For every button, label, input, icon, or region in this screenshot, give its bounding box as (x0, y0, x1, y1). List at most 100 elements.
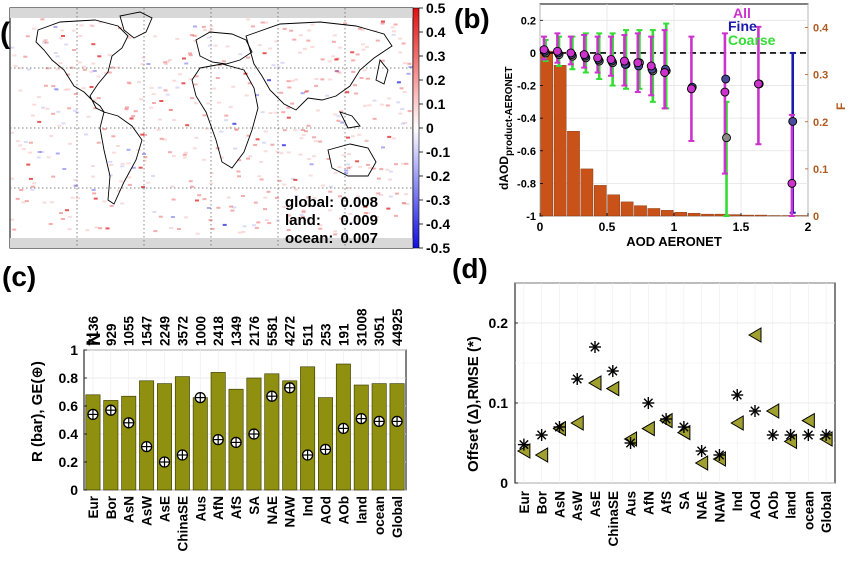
map-pixel (401, 42, 406, 45)
map-pixel (263, 130, 268, 133)
offset-marker (534, 447, 549, 463)
map-pixel (224, 114, 229, 117)
colorbar-tick-label: -0.5 (426, 240, 450, 256)
point-all (619, 56, 629, 66)
map-pixel (318, 224, 323, 227)
ge-marker (284, 382, 296, 394)
map-pixel (229, 205, 234, 208)
map-pixel (159, 100, 164, 102)
map-pixel (337, 166, 342, 169)
map-pixel (282, 183, 287, 186)
plot-d-frame (514, 282, 836, 484)
map-pixel (287, 214, 292, 217)
n-label: N (84, 332, 105, 346)
map-pixel (391, 30, 396, 33)
plot-c-categories: Eur Bor AsN AsW AsE ChinaSE Aus AfN AfS SA NAE NAW I… (86, 495, 405, 551)
map-pixel (175, 37, 180, 40)
map-pixel (202, 114, 207, 117)
polar-nodata-south (10, 238, 413, 248)
map-pixel (336, 119, 341, 122)
map-pixel (335, 70, 340, 73)
ylabel-c: R (bar), GE(⊕) (29, 361, 46, 462)
map-pixel (226, 196, 231, 199)
bar-r (264, 373, 280, 491)
map-pixel (112, 151, 116, 154)
map-pixel (139, 98, 144, 101)
category-label: AOb (766, 491, 781, 520)
point-all (753, 79, 763, 89)
map-pixel (376, 192, 381, 195)
map-pixel (79, 24, 84, 27)
colorbar-tick-label: 0.5 (426, 0, 446, 16)
map-pixel (365, 77, 370, 80)
map-pixel (334, 70, 339, 73)
map-pixel (30, 185, 35, 188)
map-pixel (30, 114, 35, 117)
map-pixel (354, 92, 359, 95)
map-pixel (237, 159, 242, 162)
map-pixel (301, 209, 306, 212)
map-pixel (209, 182, 214, 185)
y-tick-label: 1 (70, 342, 78, 358)
polar-nodata-north (10, 8, 413, 18)
map-pixel (111, 135, 116, 138)
rmse-marker (784, 429, 797, 441)
map-pixel (127, 82, 132, 85)
colorbar (412, 7, 420, 249)
map-pixel (219, 130, 224, 133)
map-pixel (124, 108, 129, 111)
bar-r (300, 366, 316, 491)
plot-d-marks (516, 327, 833, 471)
map-pixel (262, 52, 267, 55)
category-label: Global (390, 496, 405, 538)
hist-bar (540, 50, 553, 217)
bar-r (353, 384, 369, 491)
bar-r (103, 400, 119, 491)
map-pixel (286, 151, 291, 154)
map-pixel (92, 99, 97, 102)
map-pixel (347, 153, 352, 155)
ge-marker (391, 415, 403, 428)
map-pixel (141, 56, 146, 59)
offset-marker (641, 420, 655, 437)
hist-bar (754, 214, 768, 217)
n-value: 1055 (122, 315, 137, 346)
map-pixel (40, 18, 45, 21)
n-value: 2418 (211, 315, 226, 346)
category-label: AOb (336, 496, 351, 525)
map-pixel (254, 226, 259, 229)
map-pixel (177, 73, 182, 76)
map-pixel (327, 78, 332, 81)
map-pixel (318, 227, 323, 230)
map-pixel (192, 34, 197, 37)
map-pixel (149, 106, 154, 109)
y2-tick-label: 0.4 (813, 23, 829, 35)
map-pixel (93, 107, 98, 110)
map-pixel (346, 136, 350, 139)
map-pixel (73, 109, 77, 112)
map-pixel (388, 178, 392, 181)
y-tick-label: -0.6 (517, 146, 536, 158)
map-pixel (158, 215, 163, 218)
map-pixel (42, 201, 47, 204)
map-pixel (90, 25, 95, 28)
plot-c-n-values: 7136 929 1055 1547 2249 3572 1000 2418 1349 2176 5… (86, 308, 405, 346)
map-pixel (201, 25, 206, 28)
map-pixel (360, 29, 365, 32)
point-all (593, 53, 603, 63)
map-pixel (366, 212, 371, 215)
map-pixel (286, 106, 291, 109)
map-pixel (60, 29, 65, 32)
point-all (606, 54, 616, 64)
map-pixel (350, 51, 355, 54)
map-pixel (362, 69, 367, 72)
rmse-marker (571, 373, 584, 385)
map-pixel (267, 79, 271, 82)
point-fine (788, 116, 798, 126)
map-pixel (307, 222, 312, 225)
map-pixel (225, 45, 230, 48)
map-pixel (294, 195, 299, 197)
x-tick-label: 0 (537, 220, 544, 234)
map-pixel (85, 229, 90, 232)
hist-bar (687, 212, 701, 217)
